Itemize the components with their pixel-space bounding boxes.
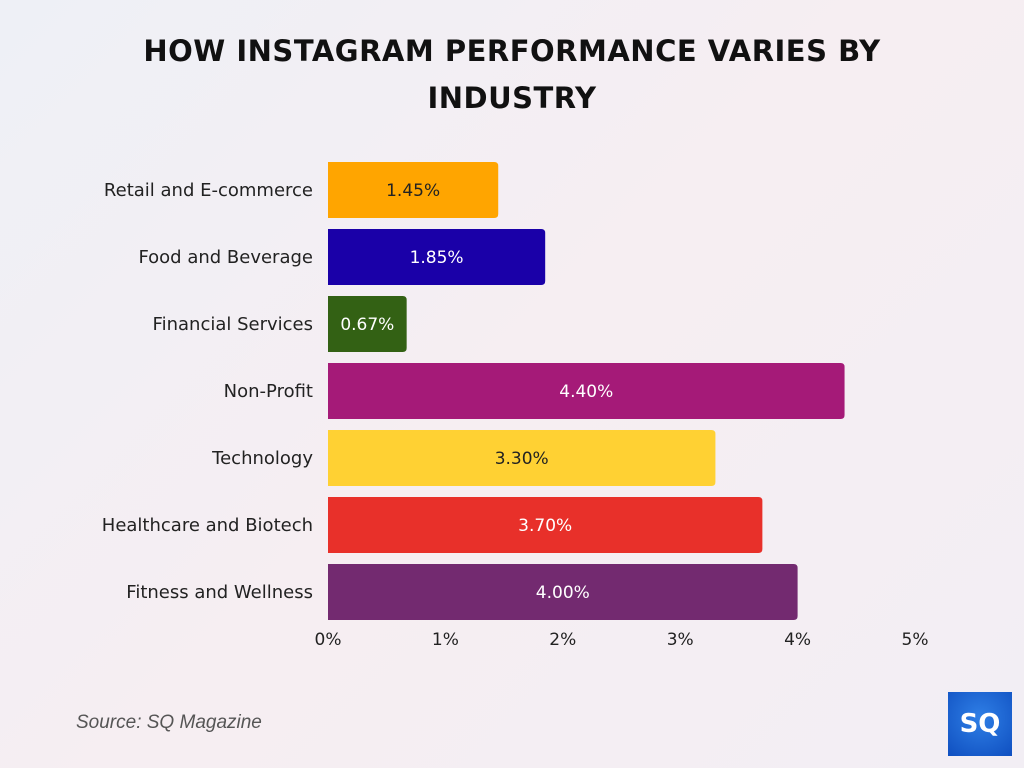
x-tick-label: 4%	[784, 630, 811, 650]
bar	[328, 430, 716, 486]
bar	[328, 363, 845, 419]
data-label: 3.70%	[518, 516, 572, 536]
data-label: 3.30%	[495, 449, 549, 469]
category-label: Healthcare and Biotech	[102, 515, 313, 536]
source-note: Source: SQ Magazine	[76, 712, 262, 733]
data-label: 0.67%	[340, 315, 394, 335]
bar	[328, 229, 546, 285]
category-label: Financial Services	[153, 314, 313, 335]
bar	[328, 162, 499, 218]
x-tick-label: 5%	[902, 630, 929, 650]
data-label: 4.40%	[559, 382, 613, 402]
bar	[328, 296, 407, 352]
chart-title: HOW INSTAGRAM PERFORMANCE VARIES BY INDU…	[143, 34, 881, 115]
category-label: Fitness and Wellness	[126, 582, 313, 603]
x-tick-label: 0%	[315, 630, 342, 650]
sq-logo: SQ	[948, 692, 1012, 756]
bar	[328, 497, 763, 553]
data-label: 4.00%	[536, 583, 590, 603]
category-label: Retail and E-commerce	[104, 180, 313, 201]
category-label: Food and Beverage	[138, 247, 313, 268]
bar	[328, 564, 798, 620]
category-label: Non-Profit	[224, 381, 313, 402]
x-tick-label: 3%	[667, 630, 694, 650]
data-label: 1.45%	[386, 181, 440, 201]
x-tick-label: 1%	[432, 630, 459, 650]
data-label: 1.85%	[410, 248, 464, 268]
x-tick-label: 2%	[549, 630, 576, 650]
category-label: Technology	[211, 448, 313, 469]
